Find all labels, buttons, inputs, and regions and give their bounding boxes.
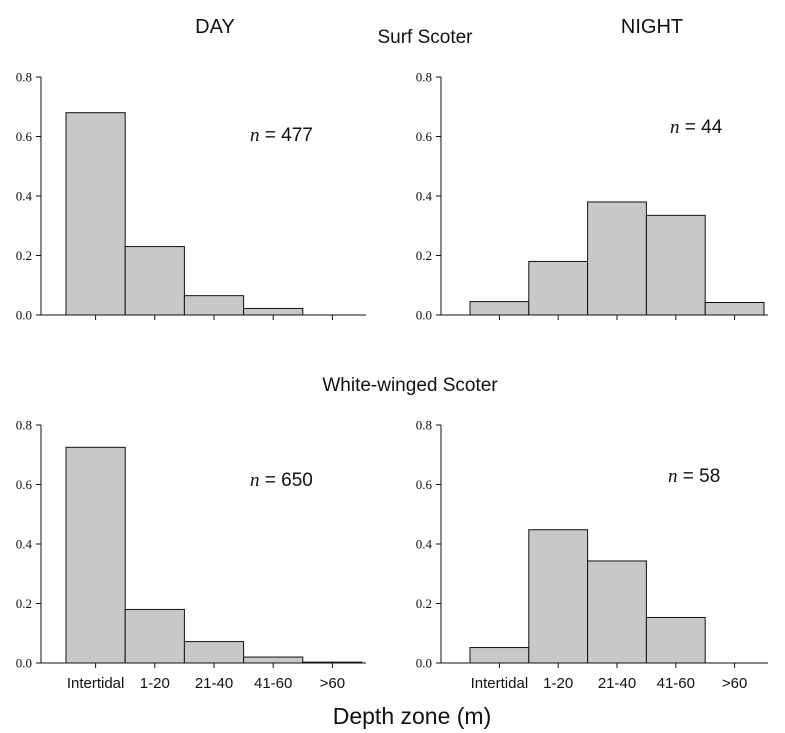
y-tick-label: 0.0 bbox=[16, 308, 32, 323]
bar-60 bbox=[302, 661, 363, 664]
bar-4160 bbox=[243, 307, 304, 316]
y-tick-label: 0.0 bbox=[416, 308, 432, 323]
panel-day-surf: 0.0 0.2 0.4 0.6 0.8 n = 477 bbox=[16, 70, 366, 323]
n-symbol: n bbox=[250, 470, 260, 491]
n-annotation: n = 58 bbox=[668, 466, 720, 487]
bar-intertidal bbox=[65, 446, 126, 664]
y-tick-label: 0.2 bbox=[416, 248, 432, 263]
y-tick-label: 0.0 bbox=[416, 656, 432, 671]
y-tick-label: 0.4 bbox=[416, 189, 433, 204]
n-symbol: n bbox=[250, 125, 260, 146]
panel-night-white-winged: 0.0 0.2 0.4 0.6 0.8 Intertidal 1-20 21-40 41-60 >… bbox=[416, 418, 768, 692]
n-annotation: n = 44 bbox=[670, 117, 723, 138]
x-tick-label: 41-60 bbox=[657, 675, 695, 692]
x-tick-label: 21-40 bbox=[195, 675, 233, 692]
bar-120 bbox=[124, 608, 185, 664]
x-tick-label: Intertidal bbox=[471, 675, 529, 692]
x-tick-label: 41-60 bbox=[254, 675, 292, 692]
n-value: = 477 bbox=[260, 125, 313, 146]
y-tick-label: 0.6 bbox=[416, 129, 433, 144]
bar-intertidal bbox=[65, 112, 126, 316]
bar-120 bbox=[124, 246, 185, 316]
n-value: = 58 bbox=[678, 466, 721, 487]
day-heading: DAY bbox=[195, 16, 235, 38]
bar-4160 bbox=[645, 616, 706, 664]
species-title-bottom: White-winged Scoter bbox=[322, 375, 498, 396]
x-tick-label: Intertidal bbox=[67, 675, 125, 692]
x-tick-label: >60 bbox=[320, 675, 345, 692]
n-annotation: n = 650 bbox=[250, 470, 313, 491]
y-tick-label: 0.0 bbox=[16, 656, 32, 671]
bar-120 bbox=[528, 260, 589, 316]
n-annotation: n = 477 bbox=[250, 125, 313, 146]
y-tick-label: 0.2 bbox=[16, 248, 32, 263]
panels: 0.0 0.2 0.4 0.6 0.8 n = 477 0.0 0.2 0.4 0.6 0.8 n =… bbox=[16, 70, 768, 692]
x-tick-label: 21-40 bbox=[598, 675, 636, 692]
bar-4160 bbox=[243, 656, 304, 664]
bar-intertidal bbox=[469, 647, 530, 664]
y-tick-label: 0.8 bbox=[416, 418, 432, 433]
n-value: = 44 bbox=[680, 117, 723, 138]
night-heading: NIGHT bbox=[621, 16, 683, 38]
n-symbol: n bbox=[670, 117, 680, 138]
bar-4160 bbox=[645, 214, 706, 316]
y-tick-label: 0.8 bbox=[416, 70, 432, 85]
y-tick-label: 0.4 bbox=[416, 537, 433, 552]
n-value: = 650 bbox=[260, 470, 313, 491]
bar-2140 bbox=[183, 295, 245, 316]
bar-intertidal bbox=[469, 301, 530, 316]
y-tick-label: 0.6 bbox=[16, 129, 33, 144]
y-tick-label: 0.4 bbox=[16, 189, 33, 204]
bar-2140 bbox=[587, 560, 647, 664]
x-axis-label: Depth zone (m) bbox=[333, 703, 492, 729]
bar-60 bbox=[704, 302, 765, 316]
x-tick-label: >60 bbox=[722, 675, 747, 692]
x-tick-label: 1-20 bbox=[140, 675, 170, 692]
bar-2140 bbox=[587, 201, 647, 316]
y-tick-label: 0.8 bbox=[16, 418, 32, 433]
species-title-top: Surf Scoter bbox=[377, 27, 473, 48]
x-tick-label: 1-20 bbox=[543, 675, 573, 692]
bar-120 bbox=[528, 529, 589, 664]
y-tick-label: 0.8 bbox=[16, 70, 32, 85]
bar-2140 bbox=[183, 641, 245, 664]
n-symbol: n bbox=[668, 466, 678, 487]
panel-night-surf: 0.0 0.2 0.4 0.6 0.8 n = 44 bbox=[416, 70, 768, 323]
y-tick-label: 0.2 bbox=[16, 596, 32, 611]
y-tick-label: 0.2 bbox=[416, 596, 432, 611]
y-tick-label: 0.6 bbox=[416, 477, 433, 492]
y-tick-label: 0.4 bbox=[16, 537, 33, 552]
y-tick-label: 0.6 bbox=[16, 477, 33, 492]
panel-day-white-winged: 0.0 0.2 0.4 0.6 0.8 Intertidal 1-20 21-40 41-60 >… bbox=[16, 418, 366, 692]
